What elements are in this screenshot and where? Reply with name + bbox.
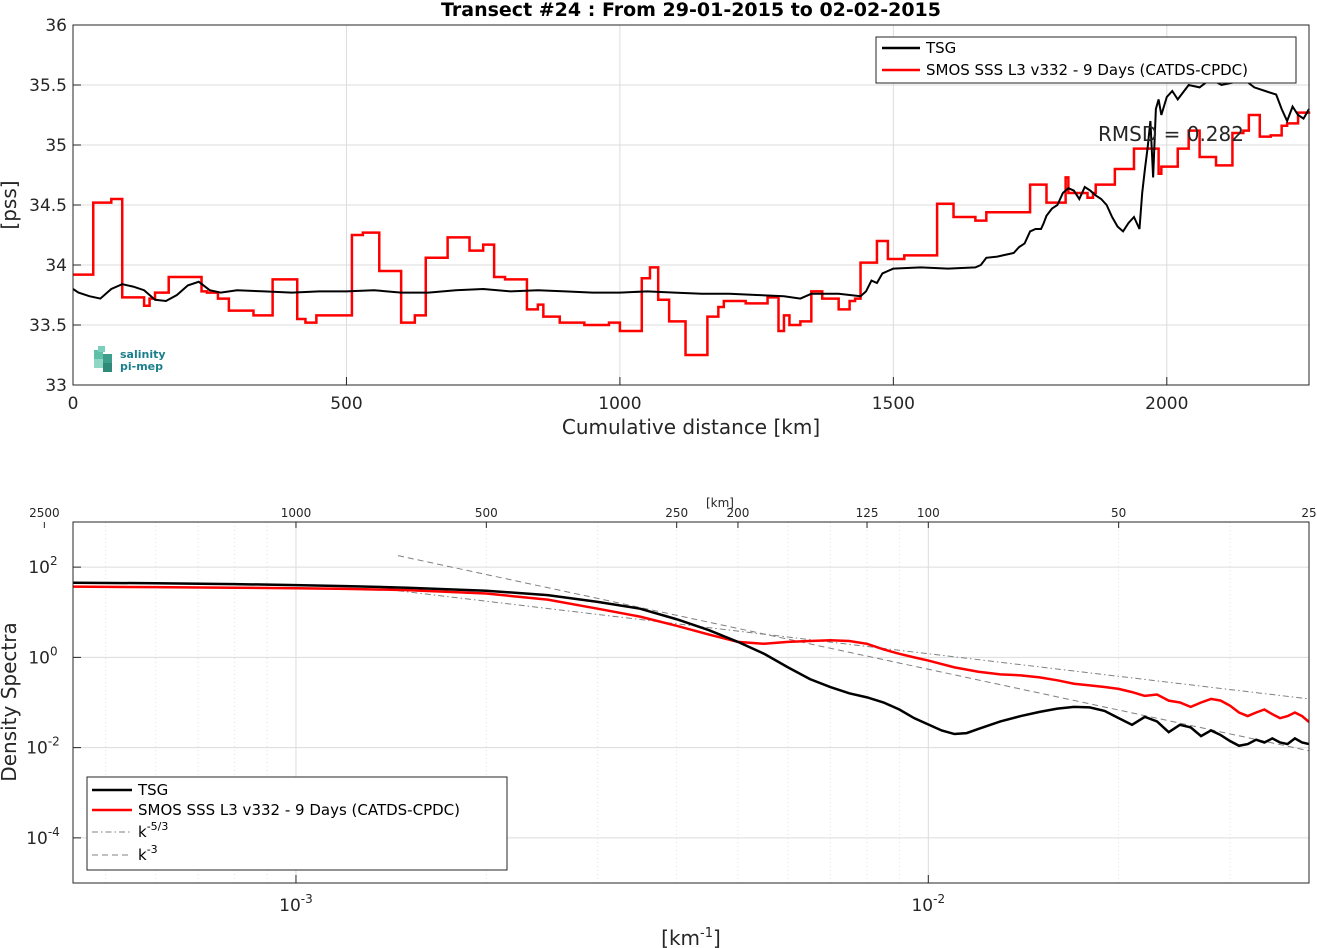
legend-label-tsg-spectra: TSG [137,781,168,799]
legend-label-smos-spectra: SMOS SSS L3 v332 - 9 Days (CATDS-CPDC) [138,801,460,819]
x-tick-label: 2000 [1145,394,1188,414]
y-axis-label-spectra: Density Spectra [0,622,21,781]
rmsd-annotation: RMSD = 0.282 [1098,122,1244,146]
reference-line-k53 [397,590,1310,700]
top-tick-label: 250 [665,506,688,520]
y-tick-label: 34 [45,256,67,276]
legend-box-spectra [86,776,508,871]
x-tick-label: 1500 [872,394,915,414]
series-line-tsg [72,77,1310,303]
top-axis-label: [km] [706,496,734,510]
y-tick-label: 34.5 [29,196,67,216]
chart-title: Transect #24 : From 29-01-2015 to 02-02-… [441,0,941,21]
y-tick-label: 36 [45,16,67,36]
top-tick-label: 100 [917,506,940,520]
top-tick-label: 500 [475,506,498,520]
logo-text-line2: pi-mep [120,360,163,373]
series-line-smos-spectra [72,585,1310,723]
series-line-tsg-spectra [72,581,1310,748]
legend-label-k3: k-3 [138,843,158,864]
top-tick-label: 25 [1301,506,1316,520]
x-tick-label: 500 [330,394,362,414]
y-tick-label: 100 [28,644,57,668]
top-tick-label: 2500 [29,506,60,520]
x-tick-label: 1000 [598,394,641,414]
top-tick-label: 200 [726,506,749,520]
transect-chart: Transect #24 : From 29-01-2015 to 02-02-… [0,0,1311,439]
top-tick-label: 125 [856,506,879,520]
spectra-chart: 10-3 10-2 10-4 10-2 100 102 2500 1000 500 250 20… [0,496,1317,948]
series-line-smos [73,111,1311,357]
x-axis-label-spectra: [km-1] [661,926,721,948]
top-tick-label: 1000 [281,506,312,520]
y-tick-label: 10-2 [26,735,60,759]
legend-box [875,36,1297,84]
reference-line-k3 [397,555,1310,752]
spectra-legend: TSG SMOS SSS L3 v332 - 9 Days (CATDS-CPD… [86,776,508,871]
y-tick-label: 33 [45,376,67,396]
x-tick-label: 0 [68,394,79,414]
legend-label-smos: SMOS SSS L3 v332 - 9 Days (CATDS-CPDC) [926,61,1248,79]
y-tick-label: 35 [45,136,67,156]
salinity-pi-mep-logo: salinity pi-mep [94,346,166,373]
y-tick-label: 102 [28,554,57,578]
y-axis-label: [pss] [0,180,21,229]
top-legend: TSG SMOS SSS L3 v332 - 9 Days (CATDS-CPD… [875,36,1297,84]
y-tick-label: 33.5 [29,316,67,336]
y-tick-label: 35.5 [29,76,67,96]
x-axis-label: Cumulative distance [km] [562,415,820,439]
y-tick-label: 10-4 [26,825,60,849]
x-tick-label: 10-2 [911,892,945,916]
logo-text-line1: salinity [120,348,166,361]
top-tick-label: 50 [1111,506,1126,520]
legend-label-tsg: TSG [925,39,956,57]
plot-area-frame-spectra [72,521,1310,884]
legend-label-k53: k-5/3 [138,820,168,841]
x-tick-label: 10-3 [279,892,313,916]
